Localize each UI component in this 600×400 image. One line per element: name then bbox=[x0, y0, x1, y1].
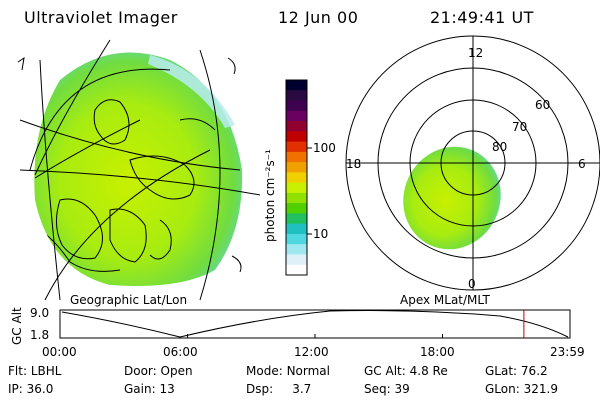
colorbar-band bbox=[286, 203, 307, 214]
mlt-label-12: 12 bbox=[468, 46, 484, 60]
earth-disk bbox=[34, 52, 243, 286]
auroral-oval bbox=[403, 146, 501, 250]
timeline-xtick-1: 06:00 bbox=[163, 345, 198, 359]
info-dsp: Dsp: 3.7 bbox=[246, 382, 312, 396]
timeline-xtick-4: 23:59 bbox=[550, 345, 585, 359]
colorbar-band bbox=[286, 162, 307, 173]
info-mode: Mode: Normal bbox=[246, 364, 330, 378]
info-glat: GLat: 76.2 bbox=[485, 364, 548, 378]
instrument-title: Ultraviolet Imager bbox=[24, 8, 178, 27]
timeline-xtick-0: 00:00 bbox=[42, 345, 77, 359]
timeline-ylabel: GC Alt bbox=[10, 307, 24, 345]
polar-plot bbox=[345, 35, 600, 291]
info-ip: IP: 36.0 bbox=[8, 382, 54, 396]
colorbar-band bbox=[286, 192, 307, 204]
lat-label-80: 80 bbox=[492, 140, 508, 154]
info-gc-alt: GC Alt: 4.8 Re bbox=[364, 364, 448, 378]
colorbar-units: photon cm⁻²s⁻¹ bbox=[263, 149, 277, 242]
colorbar-band bbox=[286, 254, 307, 266]
geographic-image bbox=[17, 39, 261, 301]
left-panel-caption: Geographic Lat/Lon bbox=[70, 293, 188, 307]
colorbar-band bbox=[286, 131, 307, 143]
timeline-plot bbox=[59, 309, 571, 339]
colorbar-band bbox=[286, 110, 307, 122]
colorbar-band bbox=[286, 80, 307, 91]
colorbar-band bbox=[286, 213, 307, 225]
observation-time: 21:49:41 UT bbox=[430, 8, 534, 27]
colorbar-label-100: 100 bbox=[313, 141, 336, 155]
dayside-glow bbox=[148, 55, 235, 128]
timeline-frame bbox=[59, 309, 571, 339]
timeline-ticks bbox=[59, 334, 571, 338]
colorbar-frame bbox=[285, 79, 308, 276]
timeline-xtick-2: 12:00 bbox=[294, 345, 329, 359]
lat-label-60: 60 bbox=[535, 98, 551, 112]
colorbar-band bbox=[286, 172, 307, 184]
colorbar-band bbox=[286, 151, 307, 163]
colorbar-band bbox=[286, 121, 307, 132]
info-glon: GLon: 321.9 bbox=[485, 382, 558, 396]
mlt-label-18: 18 bbox=[346, 157, 362, 171]
timeline-xtick-3: 18:00 bbox=[420, 345, 455, 359]
colorbar-label-10: 10 bbox=[313, 227, 329, 241]
colorbar-band bbox=[286, 264, 307, 276]
colorbar bbox=[286, 80, 307, 276]
colorbar-band bbox=[286, 90, 307, 102]
colorbar-band bbox=[286, 141, 307, 153]
outer-coastlines bbox=[17, 56, 242, 273]
colorbar-band bbox=[286, 182, 307, 194]
info-door: Door: Open bbox=[124, 364, 193, 378]
info-gain: Gain: 13 bbox=[124, 382, 175, 396]
colorbar-band bbox=[286, 100, 307, 112]
coastlines bbox=[39, 99, 216, 272]
colorbar-band bbox=[286, 233, 307, 245]
timeline-ytick-high: 9.0 bbox=[30, 306, 50, 320]
timeline-ytick-low: 1.8 bbox=[30, 328, 50, 342]
colorbar-band bbox=[286, 223, 307, 235]
mlt-label-6: 6 bbox=[578, 157, 586, 171]
mlt-label-0: 0 bbox=[468, 277, 476, 291]
altitude-curve bbox=[61, 310, 569, 338]
colorbar-band bbox=[286, 244, 307, 255]
info-seq: Seq: 39 bbox=[364, 382, 410, 396]
geographic-grid bbox=[19, 39, 261, 301]
observation-date: 12 Jun 00 bbox=[278, 8, 359, 27]
right-panel-caption: Apex MLat/MLT bbox=[400, 293, 490, 307]
info-flt: Flt: LBHL bbox=[8, 364, 62, 378]
lat-label-70: 70 bbox=[512, 120, 528, 134]
